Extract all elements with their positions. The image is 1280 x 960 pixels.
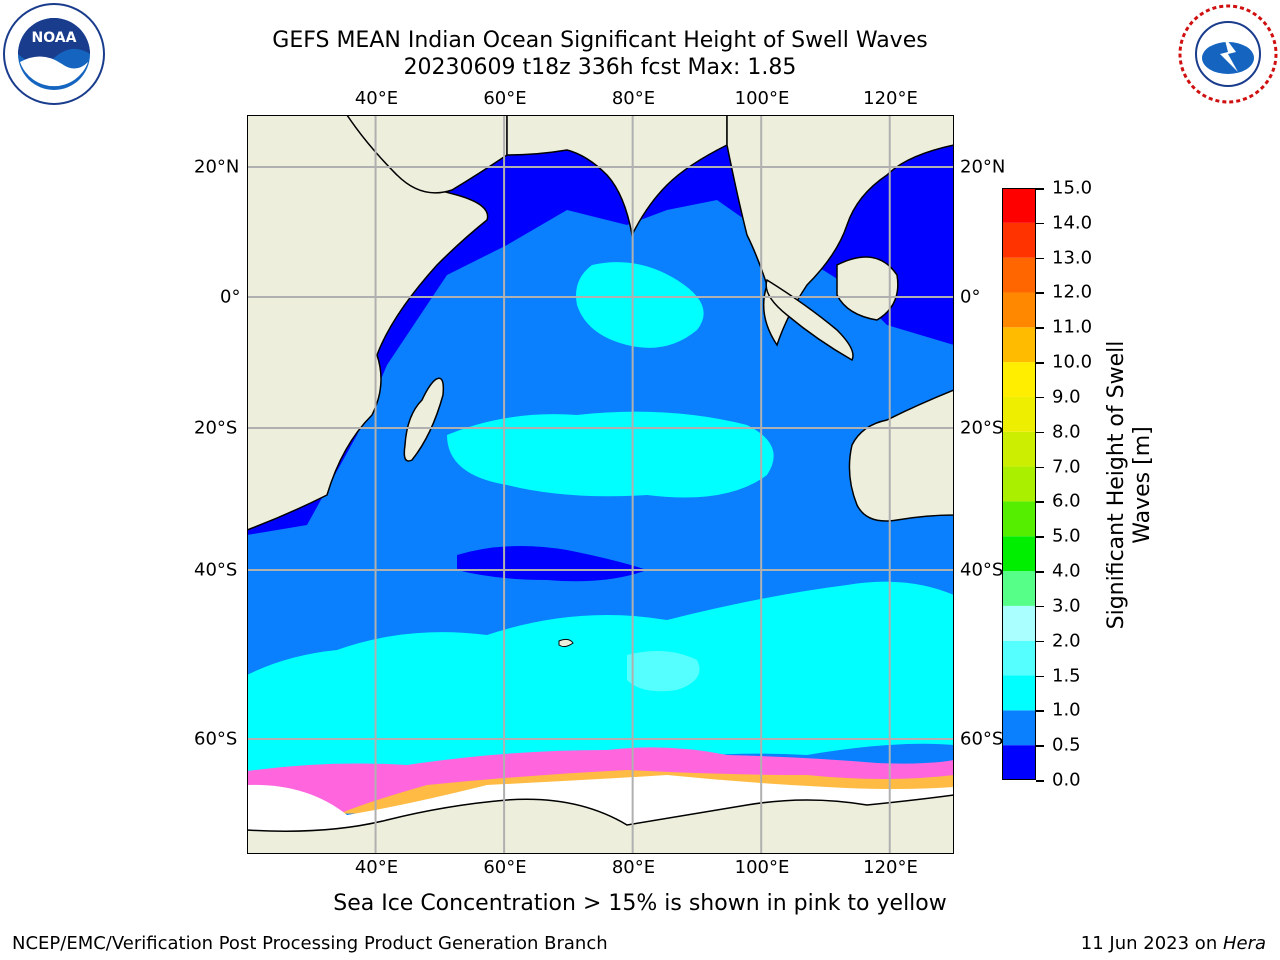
colorbar-tick-mark [1036, 431, 1044, 434]
lon-tick-top: 100°E [734, 88, 790, 109]
lat-tick-right: 0° [960, 286, 981, 308]
colorbar-tick-mark [1036, 710, 1044, 712]
colorbar-tick-mark [1036, 327, 1044, 329]
lat-tick-right: 20°N [960, 156, 1006, 178]
colorbar-tick: 9.0 [1052, 386, 1081, 408]
svg-text:NOAA: NOAA [32, 30, 77, 46]
swell-high-patch [627, 651, 700, 692]
antarctica-land [247, 794, 954, 854]
lon-tick-bottom: 100°E [734, 857, 790, 878]
kerguelen-island [558, 638, 574, 648]
colorbar-tick-mark [1036, 501, 1044, 503]
chart-subtitle: 20230609 t18z 336h fcst Max: 1.85 [403, 55, 797, 80]
sumatra-land [765, 278, 854, 362]
colorbar-bin [1002, 710, 1036, 746]
swell-mid-south [247, 581, 954, 780]
colorbar-tick-mark [1036, 362, 1044, 364]
colorbar-tick-mark [1036, 536, 1044, 538]
colorbar-tick-mark [1036, 292, 1044, 294]
lon-tick-bottom: 80°E [611, 857, 656, 878]
lon-tick-bottom: 40°E [354, 857, 399, 878]
lon-tick-top: 120°E [863, 88, 918, 109]
lat-tick-left: 20°N [194, 156, 240, 178]
lat-tick-right: 60°S [960, 728, 1004, 750]
colorbar-bin [1002, 675, 1036, 711]
colorbar-tick-mark [1036, 605, 1044, 608]
swell-mid-equator [576, 262, 704, 348]
lat-tick-left: 40°S [194, 559, 238, 581]
colorbar-bin [1002, 327, 1036, 363]
colorbar-tick-mark [1036, 780, 1044, 782]
india-land [506, 115, 728, 238]
colorbar-tick: 1.0 [1052, 699, 1081, 721]
colorbar-bin [1002, 222, 1036, 258]
colorbar-tick: 1.5 [1052, 665, 1081, 687]
lon-tick-bottom: 120°E [863, 857, 918, 878]
colorbar-tick: 13.0 [1052, 247, 1093, 269]
colorbar [1002, 188, 1036, 780]
lon-tick-top: 60°E [483, 88, 527, 109]
lat-tick-left: 20°S [194, 417, 238, 439]
colorbar-tick: 10.0 [1052, 351, 1093, 373]
colorbar-tick: 3.0 [1052, 595, 1081, 617]
colorbar-bin [1002, 362, 1036, 397]
footer-credit: NCEP/EMC/Verification Post Processing Pr… [12, 933, 608, 954]
map-panel [247, 115, 954, 854]
colorbar-bin [1002, 292, 1036, 328]
graticule [247, 115, 954, 854]
colorbar-tick: 5.0 [1052, 525, 1081, 547]
colorbar-tick-mark [1036, 466, 1044, 469]
colorbar-tick: 14.0 [1052, 212, 1093, 234]
colorbar-bin [1002, 501, 1036, 537]
nws-logo [1178, 4, 1278, 104]
colorbar-tick: 15.0 [1052, 177, 1093, 199]
chart-title: GEFS MEAN Indian Ocean Significant Heigh… [272, 28, 928, 53]
colorbar-tick-mark [1036, 640, 1044, 643]
colorbar-bin [1002, 396, 1036, 432]
noaa-logo: NOAA [3, 3, 105, 105]
colorbar-tick-mark [1036, 257, 1044, 260]
sea-ice-note: Sea Ice Concentration > 15% is shown in … [333, 891, 947, 916]
colorbar-bin [1002, 257, 1036, 293]
lon-tick-top: 40°E [354, 88, 399, 109]
lon-tick-top: 80°E [611, 88, 656, 109]
sea-ice-edge-pink [247, 747, 954, 815]
colorbar-tick: 8.0 [1052, 421, 1081, 443]
colorbar-tick: 12.0 [1052, 281, 1093, 303]
footer-date: 11 Jun 2023 on Hera [1081, 933, 1266, 954]
colorbar-bin [1002, 536, 1036, 572]
borneo-land [836, 256, 899, 321]
colorbar-bin [1002, 431, 1036, 467]
footer-host: Hera [1222, 933, 1266, 954]
swell-mid-subtropic [447, 411, 774, 498]
colorbar-tick: 7.0 [1052, 456, 1081, 478]
colorbar-bin [1002, 188, 1036, 223]
australia-land [848, 389, 954, 522]
colorbar-bin [1002, 605, 1036, 641]
colorbar-tick-mark [1036, 396, 1044, 399]
madagascar-land [403, 377, 445, 462]
colorbar-bin [1002, 745, 1036, 780]
lat-tick-left: 0° [220, 286, 241, 308]
colorbar-tick-mark [1036, 745, 1044, 747]
colorbar-bin [1002, 466, 1036, 502]
colorbar-bin [1002, 571, 1036, 606]
colorbar-tick-mark [1036, 222, 1044, 225]
colorbar-tick-mark [1036, 571, 1044, 573]
lat-tick-right: 40°S [960, 559, 1004, 581]
footer-date-text: 11 Jun 2023 on [1080, 933, 1223, 954]
colorbar-tick: 11.0 [1052, 316, 1093, 338]
colorbar-tick: 2.0 [1052, 630, 1081, 652]
colorbar-label-text: Significant Height of Swell Waves [m] [1104, 340, 1155, 630]
colorbar-tick: 0.0 [1052, 769, 1081, 791]
lon-tick-bottom: 60°E [483, 857, 527, 878]
colorbar-tick-mark [1036, 675, 1044, 678]
colorbar-tick: 6.0 [1052, 490, 1081, 512]
lat-tick-right: 20°S [960, 417, 1004, 439]
colorbar-tick: 0.5 [1052, 734, 1081, 756]
colorbar-tick: 4.0 [1052, 560, 1081, 582]
lat-tick-left: 60°S [194, 728, 238, 750]
colorbar-tick-mark [1036, 188, 1044, 190]
colorbar-bin [1002, 640, 1036, 676]
